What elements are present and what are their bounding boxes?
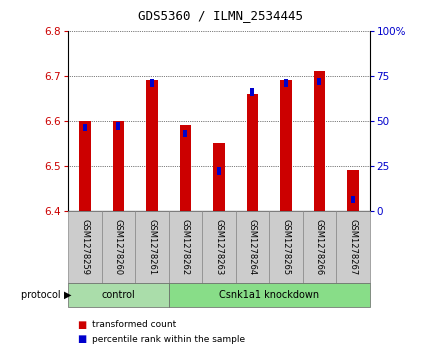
Bar (336, 211, 370, 283)
Bar (183, 130, 187, 137)
Bar (250, 88, 254, 95)
Text: percentile rank within the sample: percentile rank within the sample (92, 335, 246, 344)
Text: GSM1278261: GSM1278261 (147, 219, 157, 275)
Bar (314, 71, 325, 211)
Bar (150, 79, 154, 86)
Bar (169, 211, 202, 283)
Text: GSM1278264: GSM1278264 (248, 219, 257, 275)
Bar (79, 121, 91, 211)
Bar (117, 122, 121, 130)
Text: GDS5360 / ILMN_2534445: GDS5360 / ILMN_2534445 (138, 9, 303, 22)
Bar (303, 211, 336, 283)
Bar (246, 94, 258, 211)
Bar (146, 80, 158, 211)
Text: GSM1278260: GSM1278260 (114, 219, 123, 275)
Text: GSM1278266: GSM1278266 (315, 219, 324, 275)
Bar (135, 211, 169, 283)
Text: ■: ■ (77, 320, 86, 330)
Text: ▶: ▶ (64, 290, 71, 300)
Text: GSM1278262: GSM1278262 (181, 219, 190, 275)
Text: GSM1278265: GSM1278265 (281, 219, 290, 275)
Text: GSM1278267: GSM1278267 (348, 219, 357, 275)
Bar (269, 211, 303, 283)
Bar (169, 283, 370, 307)
Bar (202, 211, 236, 283)
Bar (236, 211, 269, 283)
Text: GSM1278259: GSM1278259 (81, 219, 89, 275)
Text: protocol: protocol (21, 290, 64, 300)
Bar (284, 79, 288, 86)
Bar (347, 170, 359, 211)
Text: ■: ■ (77, 334, 86, 344)
Bar (102, 211, 135, 283)
Bar (83, 124, 87, 131)
Bar (217, 167, 221, 175)
Bar (113, 121, 124, 211)
Bar (280, 80, 292, 211)
Bar (180, 125, 191, 211)
Text: control: control (102, 290, 136, 300)
Bar (213, 143, 225, 211)
Bar (68, 283, 169, 307)
Text: Csnk1a1 knockdown: Csnk1a1 knockdown (219, 290, 319, 300)
Bar (351, 196, 355, 203)
Text: transformed count: transformed count (92, 321, 176, 329)
Bar (317, 78, 321, 85)
Text: GSM1278263: GSM1278263 (214, 219, 224, 275)
Bar (68, 211, 102, 283)
